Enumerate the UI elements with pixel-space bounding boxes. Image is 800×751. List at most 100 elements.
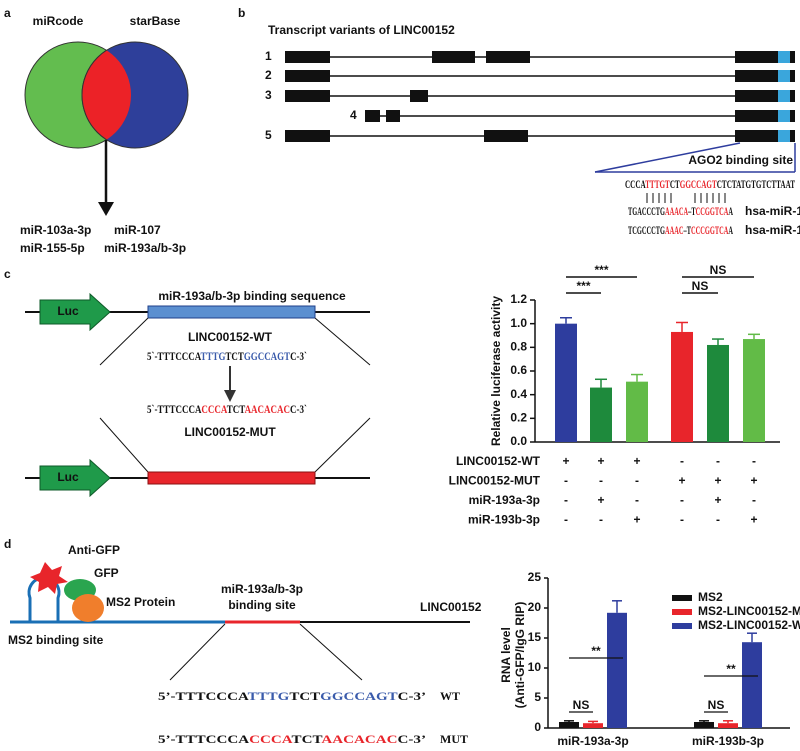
condition-mark: +	[633, 454, 640, 468]
sequence-segment: C-3’	[398, 732, 426, 746]
sequence-segment: GGCCAGT	[680, 177, 717, 191]
binding-region	[147, 305, 316, 319]
significance-label: **	[726, 662, 736, 676]
legend-swatch	[672, 595, 692, 601]
exon	[285, 90, 330, 102]
bar	[583, 723, 603, 728]
y-tick-label: 0	[534, 720, 541, 734]
significance-label: ***	[594, 263, 608, 277]
bar	[555, 323, 577, 442]
condition-mark: +	[562, 454, 569, 468]
y-axis-title: (Anti-GFP/IgG RIP)	[513, 602, 527, 709]
target-sequence: CCCATTTGTCTGGCCAGTCTCTATGTGTCTTAAT	[625, 177, 795, 191]
wt-sequence: 5’-TTTCCCA TTTG TCT GGCCAGT C-3’	[158, 689, 426, 703]
sequence-segment: AAAC	[665, 223, 684, 237]
bar	[559, 722, 579, 728]
y-tick-label: 15	[528, 630, 542, 644]
arrow-head	[98, 202, 114, 216]
panel-label: b	[238, 6, 245, 20]
binding-region	[147, 471, 316, 485]
condition-mark: -	[599, 474, 603, 488]
venn-overlap	[81, 42, 131, 148]
sequence-segment: TTTG	[201, 349, 226, 363]
sequence-segment: 5’-TTTCCCA	[158, 689, 249, 703]
exon	[735, 70, 778, 82]
bar	[742, 642, 762, 728]
y-tick-label: 5	[534, 690, 541, 704]
set-label: starBase	[130, 14, 181, 28]
condition-mark: -	[635, 493, 639, 507]
mirna-name: hsa-miR-193b-3p	[745, 223, 800, 237]
set-label: miRcode	[33, 14, 84, 28]
exon	[790, 130, 795, 142]
condition-mark: +	[597, 493, 604, 507]
bar	[694, 722, 714, 728]
zoom-line	[99, 317, 149, 366]
exon	[790, 110, 795, 122]
exon	[386, 110, 400, 122]
exon	[486, 51, 530, 63]
sequence-segment: 5`-TTTCCCA	[147, 402, 202, 416]
sequence-segment: CCCGGTCA	[691, 223, 729, 237]
mirna-result: miR-103a-3p	[20, 223, 91, 237]
sequence-segment: GGCCAGT	[244, 349, 290, 363]
sequence-segment: CCCA	[625, 177, 646, 191]
zoom-line	[594, 142, 741, 173]
condition-mark: -	[752, 454, 756, 468]
mut-tag: MUT	[440, 732, 468, 746]
condition-mark: -	[680, 513, 684, 527]
zoom-line	[314, 317, 371, 366]
y-tick-label: 0.8	[510, 340, 527, 354]
legend-label: MS2	[698, 590, 723, 604]
condition-name: miR-193b-3p	[468, 513, 540, 527]
condition-mark: +	[714, 493, 721, 507]
sequence-segment: TCT	[227, 402, 245, 416]
panel-title: Transcript variants of LINC00152	[268, 23, 455, 37]
y-axis-title: Relative luciferase activity	[489, 296, 503, 446]
arrow-head	[224, 390, 236, 402]
transcript-label: LINC00152	[420, 600, 482, 614]
legend-swatch	[672, 623, 692, 629]
construct-title: miR-193a/b-3p binding sequence	[158, 289, 346, 303]
bar	[590, 387, 612, 442]
condition-mark: -	[635, 474, 639, 488]
y-tick-label: 0.6	[510, 363, 527, 377]
mirna-result: miR-107	[114, 223, 161, 237]
condition-mark: +	[678, 474, 685, 488]
zoom-line	[314, 417, 371, 473]
ms2-site-label: MS2 binding site	[8, 633, 104, 647]
panel-label: c	[4, 267, 11, 281]
sequence-segment: A	[728, 223, 733, 237]
y-tick-label: 20	[528, 600, 542, 614]
y-tick-label: 0.2	[510, 411, 527, 425]
mirna-result: miR-155-5p	[20, 241, 85, 255]
y-axis-title: RNA level	[499, 627, 513, 683]
panel-label: a	[4, 6, 11, 20]
wt-tag: WT	[440, 689, 460, 703]
legend-swatch	[672, 609, 692, 615]
condition-mark: -	[680, 493, 684, 507]
mut-sequence: 5`-TTTCCCACCCATCTAACACACC-3`	[147, 402, 307, 416]
condition-name: miR-193a-3p	[469, 493, 540, 507]
condition-mark: +	[750, 474, 757, 488]
gfp-label: GFP	[94, 566, 119, 580]
exon	[285, 130, 330, 142]
sequence-segment: TGACCCTG	[628, 204, 665, 218]
sequence-segment: C-3`	[290, 402, 307, 416]
variant-label: 4	[350, 108, 357, 122]
binding-site	[778, 110, 790, 122]
mut-sequence: 5’-TTTCCCA CCCA TCT AACACAC C-3’	[158, 732, 426, 746]
mirna-name: hsa-miR-193a-3p	[745, 204, 800, 218]
sequence-segment: CTCTATGTGTCTTAAT	[717, 177, 795, 191]
zoom-line	[299, 623, 363, 681]
y-tick-label: 1.2	[510, 292, 527, 306]
mirna-sequence: TCGCCCTGAAAC–TCCCGGTCAA	[628, 223, 733, 237]
mirna-sequence: TGACCCTGAAACA–TCCGGTCAA	[628, 204, 733, 218]
condition-mark: +	[597, 454, 604, 468]
bar	[743, 339, 765, 442]
sequence-segment: TCT	[292, 732, 323, 746]
protein-label: MS2 Protein	[106, 595, 175, 609]
sequence-segment: CCGGTCA	[696, 204, 729, 218]
construct-name: LINC00152-WT	[188, 330, 273, 344]
condition-mark: -	[680, 454, 684, 468]
